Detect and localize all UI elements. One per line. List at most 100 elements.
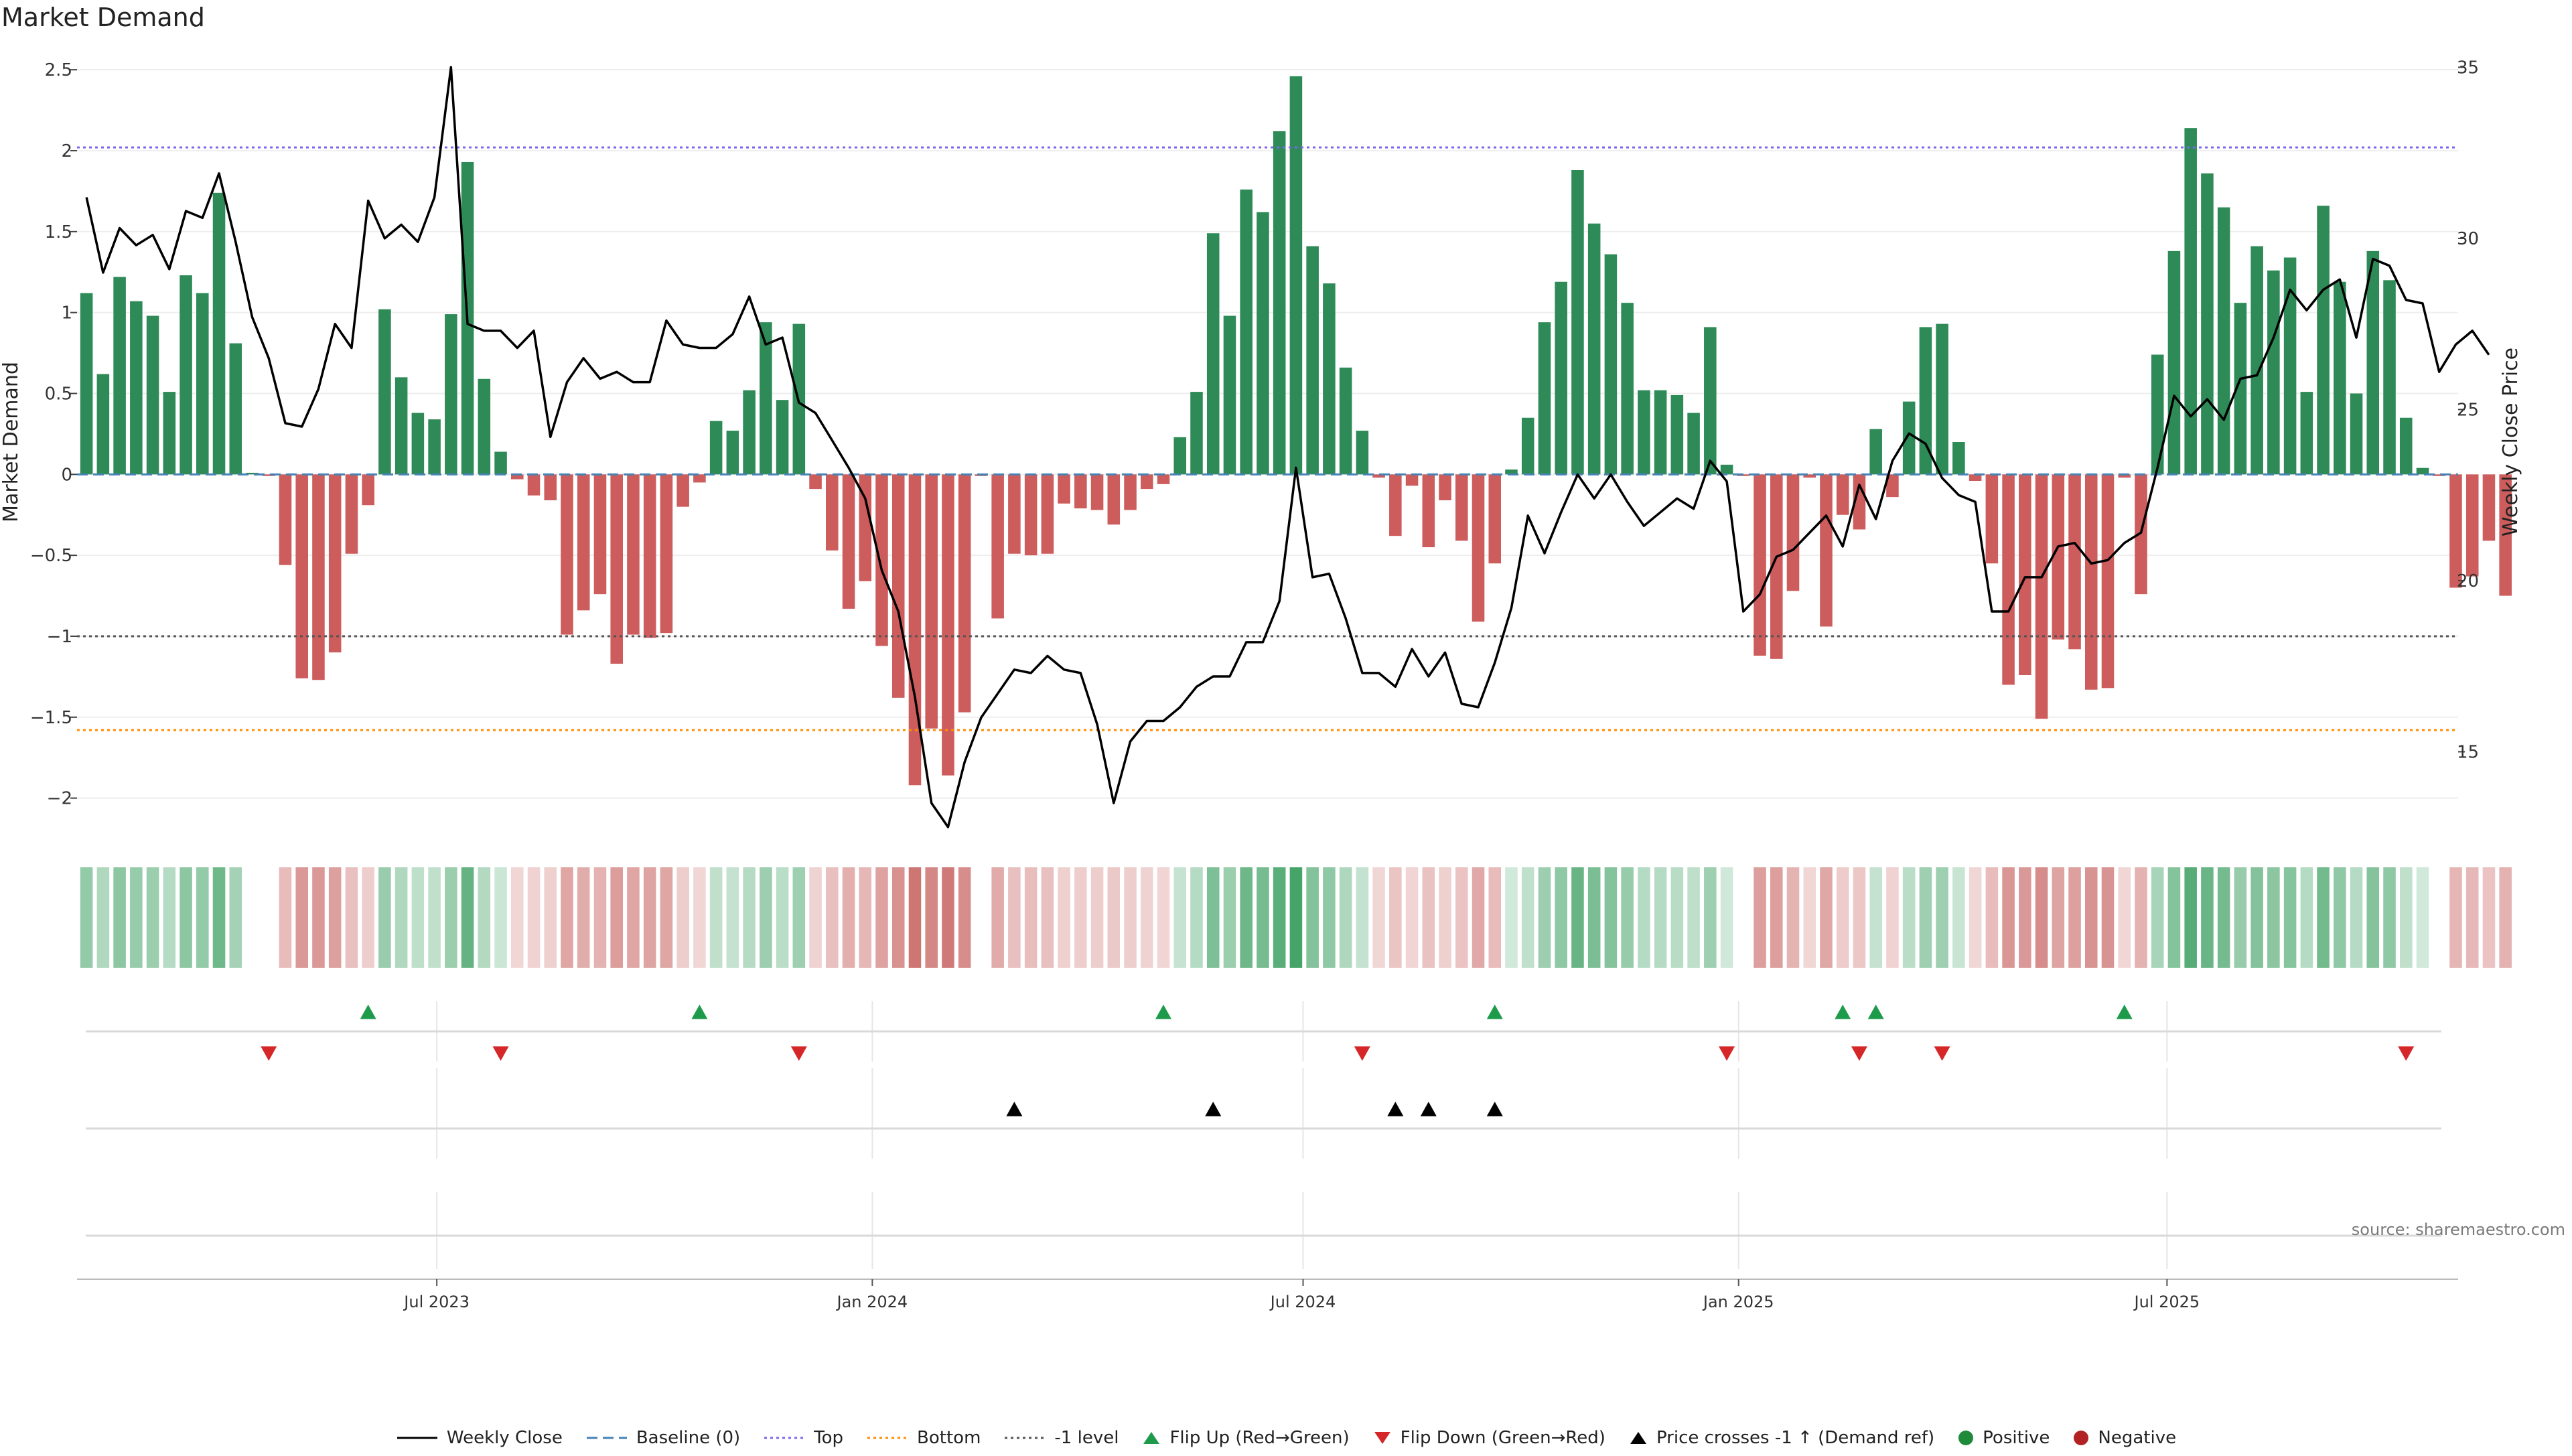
demand-bar bbox=[743, 390, 756, 475]
heat-cell bbox=[891, 867, 905, 968]
demand-bar bbox=[1488, 474, 1502, 564]
demand-bar bbox=[1257, 212, 1269, 475]
demand-bar bbox=[1058, 474, 1070, 504]
demand-bar bbox=[544, 474, 557, 500]
demand-bar bbox=[2334, 281, 2346, 475]
heat-cell bbox=[2002, 867, 2015, 968]
flip-down-marker bbox=[1719, 1046, 1735, 1061]
heat-cell bbox=[428, 867, 441, 968]
demand-bar bbox=[1422, 474, 1435, 548]
y-tick-label: 2 bbox=[61, 141, 72, 161]
demand-bar bbox=[2300, 392, 2313, 475]
demand-bar bbox=[1969, 474, 1982, 481]
demand-bar bbox=[1405, 474, 1419, 486]
y-tick-label: −1 bbox=[47, 627, 72, 647]
heat-cell bbox=[593, 867, 607, 968]
demand-bar bbox=[2101, 474, 2115, 688]
legend-weekly-close: Weekly Close bbox=[396, 1428, 563, 1448]
heat-cell bbox=[1124, 867, 1137, 968]
demand-bar bbox=[1439, 474, 1451, 500]
heat-cell bbox=[1621, 867, 1634, 968]
demand-bar bbox=[2466, 474, 2479, 577]
flip-up-marker bbox=[1867, 1005, 1884, 1019]
heat-cell bbox=[2135, 867, 2147, 968]
heat-cell bbox=[1273, 867, 1286, 968]
demand-bar bbox=[1024, 474, 1038, 556]
demand-bar bbox=[1786, 474, 1800, 591]
heat-cell bbox=[2283, 867, 2297, 968]
heat-cell bbox=[2482, 867, 2496, 968]
demand-bar bbox=[1240, 190, 1253, 475]
y2-tick-label: 15 bbox=[2457, 742, 2479, 762]
demand-bar bbox=[2250, 246, 2263, 475]
heat-cell bbox=[1058, 867, 1070, 968]
heat-cell bbox=[908, 867, 922, 968]
heat-cell bbox=[942, 867, 954, 968]
y-tick-label: 1.5 bbox=[45, 222, 72, 242]
demand-bar bbox=[1339, 367, 1352, 475]
demand-bar bbox=[1306, 246, 1319, 475]
y-tick-label: 1 bbox=[61, 303, 72, 323]
heat-cell bbox=[1670, 867, 1684, 968]
demand-bar bbox=[809, 474, 822, 490]
x-tick-label: Jan 2024 bbox=[836, 1293, 908, 1311]
demand-bar bbox=[295, 474, 308, 678]
heat-cell bbox=[478, 867, 491, 968]
y-axis-title: Market Demand bbox=[0, 362, 23, 522]
legend-negative: Negative bbox=[2072, 1428, 2176, 1448]
heat-cell bbox=[1024, 867, 1038, 968]
demand-bar bbox=[1770, 474, 1783, 659]
demand-bar bbox=[2416, 467, 2429, 475]
demand-bar bbox=[610, 474, 623, 664]
demand-bar bbox=[163, 392, 176, 475]
heat-cell bbox=[1488, 867, 1502, 968]
demand-bar bbox=[2217, 207, 2230, 475]
demand-bar bbox=[2449, 474, 2462, 588]
flip-up-marker bbox=[691, 1005, 708, 1019]
demand-bar bbox=[196, 293, 209, 475]
legend-positive: Positive bbox=[1957, 1428, 2050, 1448]
heat-cell bbox=[2184, 867, 2197, 968]
demand-bar bbox=[1124, 474, 1137, 510]
demand-bar bbox=[991, 474, 1004, 619]
demand-bar bbox=[1090, 474, 1104, 510]
demand-bar bbox=[1505, 469, 1518, 475]
demand-bar bbox=[1273, 131, 1286, 475]
heat-cell bbox=[1919, 867, 1932, 968]
legend-label: Baseline (0) bbox=[636, 1428, 741, 1448]
demand-bar bbox=[478, 378, 491, 475]
demand-bar bbox=[2267, 270, 2280, 475]
demand-bar bbox=[577, 474, 590, 611]
heat-cell bbox=[1952, 867, 1965, 968]
flip-down-marker bbox=[2398, 1046, 2415, 1061]
price-cross-marker bbox=[1006, 1102, 1023, 1116]
heat-cell bbox=[2019, 867, 2031, 968]
weekly-close-series bbox=[85, 66, 2490, 828]
heat-cell bbox=[2366, 867, 2380, 968]
dotted-line-swatch-icon bbox=[867, 1437, 908, 1439]
demand-bar bbox=[180, 275, 192, 475]
demand-bar bbox=[2366, 250, 2380, 475]
demand-bar bbox=[1538, 322, 1551, 475]
x-tick-label: Jan 2025 bbox=[1702, 1293, 1774, 1311]
flip-down-marker bbox=[790, 1046, 807, 1061]
demand-bar bbox=[709, 421, 723, 475]
demand-bar bbox=[908, 474, 922, 786]
demand-bar bbox=[2383, 280, 2396, 475]
legend-label: Positive bbox=[1983, 1428, 2050, 1448]
heat-cell bbox=[958, 867, 971, 968]
legend-label: Weekly Close bbox=[446, 1428, 563, 1448]
demand-bar bbox=[362, 474, 374, 506]
demand-bar bbox=[2167, 250, 2181, 475]
heat-cell bbox=[1786, 867, 1800, 968]
heat-cell bbox=[2052, 867, 2065, 968]
circle-icon bbox=[2074, 1431, 2089, 1445]
demand-bar bbox=[1952, 442, 1965, 475]
x-tick-label: Jul 2023 bbox=[403, 1293, 470, 1311]
demand-bar bbox=[1472, 474, 1485, 622]
legend-flip-down: Flip Down (Green→Red) bbox=[1372, 1428, 1605, 1448]
flip-down-marker bbox=[261, 1046, 277, 1061]
heat-cell bbox=[809, 867, 822, 968]
demand-bar bbox=[1323, 283, 1336, 475]
